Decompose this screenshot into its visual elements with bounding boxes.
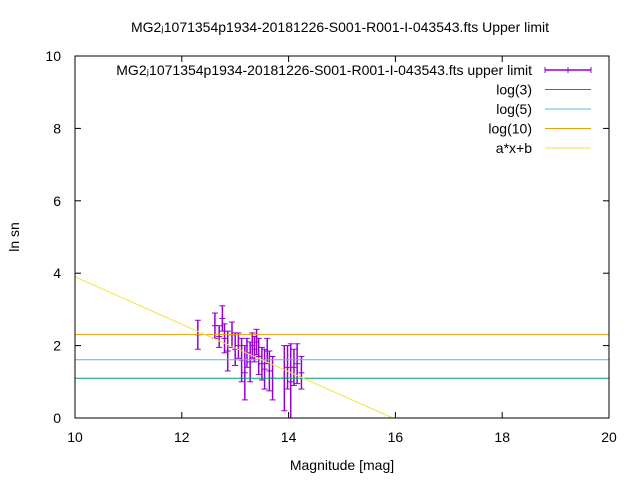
y-axis: 0 2 4 6 8 10 bbox=[45, 48, 609, 426]
legend-entry: log(3) bbox=[496, 82, 591, 98]
x-tick-label: 20 bbox=[601, 429, 617, 445]
x-axis-label: Magnitude [mag] bbox=[290, 457, 394, 473]
x-axis: 10 12 14 16 18 20 bbox=[67, 56, 617, 445]
x-tick-label: 14 bbox=[281, 429, 297, 445]
data-point bbox=[294, 343, 301, 385]
y-axis-label: ln sn bbox=[6, 222, 22, 252]
x-tick-label: 18 bbox=[494, 429, 510, 445]
data-point bbox=[216, 325, 223, 348]
y-tick-label: 8 bbox=[53, 120, 61, 136]
x-tick-label: 16 bbox=[388, 429, 404, 445]
y-tick-label: 6 bbox=[53, 193, 61, 209]
legend-entry: a*x+b bbox=[496, 140, 591, 156]
chart-title: MG2ⱼ1071354p1934-20181226-S001-R001-I-04… bbox=[131, 19, 549, 35]
y-tick-label: 0 bbox=[53, 410, 61, 426]
data-point bbox=[235, 332, 242, 359]
x-tick-label: 10 bbox=[67, 429, 83, 445]
plot-border bbox=[74, 55, 610, 419]
data-point bbox=[298, 355, 305, 390]
x-tick-label: 12 bbox=[174, 429, 190, 445]
legend-label: log(5) bbox=[496, 101, 532, 117]
data-point bbox=[287, 343, 294, 418]
data-point bbox=[266, 350, 273, 392]
legend-label: log(3) bbox=[496, 82, 532, 98]
legend-entry: log(5) bbox=[496, 101, 591, 117]
legend-label: MG2ⱼ1071354p1934-20181226-S001-R001-I-04… bbox=[116, 62, 532, 78]
data-point bbox=[290, 348, 297, 386]
legend: MG2ⱼ1071354p1934-20181226-S001-R001-I-04… bbox=[116, 62, 592, 156]
legend-entry: log(10) bbox=[488, 121, 591, 137]
data-point bbox=[224, 330, 231, 372]
y-tick-label: 2 bbox=[53, 338, 61, 354]
plot-area bbox=[75, 276, 609, 418]
data-point bbox=[284, 345, 291, 390]
data-point bbox=[221, 323, 228, 354]
y-tick-label: 10 bbox=[45, 48, 61, 64]
legend-label: a*x+b bbox=[496, 140, 532, 156]
legend-label: log(10) bbox=[488, 121, 532, 137]
y-tick-label: 4 bbox=[53, 265, 61, 281]
series-line-4 bbox=[75, 276, 393, 418]
data-point bbox=[255, 337, 262, 376]
legend-entry: MG2ⱼ1071354p1934-20181226-S001-R001-I-04… bbox=[116, 62, 592, 78]
